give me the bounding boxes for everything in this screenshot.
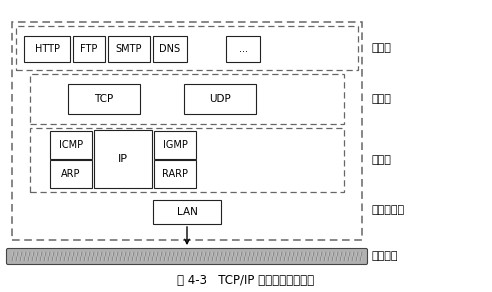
Text: UDP: UDP xyxy=(209,94,231,104)
Bar xyxy=(153,36,187,62)
Bar xyxy=(16,26,358,70)
Bar xyxy=(108,36,150,62)
Text: HTTP: HTTP xyxy=(34,44,60,54)
Text: 网络访问层: 网络访问层 xyxy=(372,205,405,215)
Bar xyxy=(154,160,196,188)
Text: 网络层: 网络层 xyxy=(372,155,392,165)
Bar xyxy=(12,22,362,240)
Bar xyxy=(184,84,256,114)
Bar xyxy=(30,74,344,124)
Text: TCP: TCP xyxy=(94,94,114,104)
Text: ARP: ARP xyxy=(61,169,81,179)
FancyBboxPatch shape xyxy=(6,248,368,265)
Bar xyxy=(24,36,70,62)
Bar xyxy=(50,160,92,188)
Bar xyxy=(226,36,260,62)
Text: ICMP: ICMP xyxy=(59,140,83,150)
Text: FTP: FTP xyxy=(80,44,98,54)
Text: DNS: DNS xyxy=(159,44,181,54)
Text: 应用层: 应用层 xyxy=(372,43,392,53)
Bar xyxy=(50,131,92,159)
Text: IGMP: IGMP xyxy=(162,140,187,150)
Text: IP: IP xyxy=(118,154,128,164)
Text: 图 4-3   TCP/IP 不同层次协议分布: 图 4-3 TCP/IP 不同层次协议分布 xyxy=(178,274,314,288)
Text: ...: ... xyxy=(239,44,247,54)
Bar xyxy=(154,131,196,159)
Text: LAN: LAN xyxy=(177,207,197,217)
Bar xyxy=(94,130,152,188)
Text: 通信介质: 通信介质 xyxy=(372,251,399,262)
Bar xyxy=(30,128,344,192)
Text: RARP: RARP xyxy=(162,169,188,179)
Bar xyxy=(73,36,105,62)
Text: 传输层: 传输层 xyxy=(372,94,392,104)
Bar xyxy=(68,84,140,114)
Bar xyxy=(153,200,221,224)
Text: SMTP: SMTP xyxy=(116,44,142,54)
